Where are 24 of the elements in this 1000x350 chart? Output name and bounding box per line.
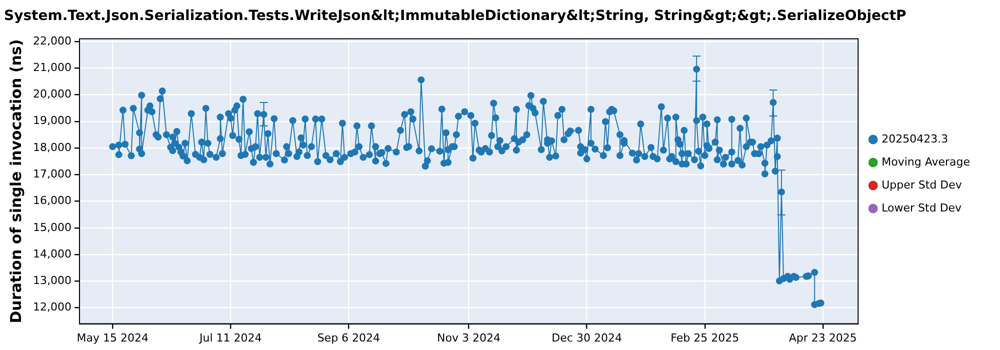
chart-title: System.Text.Json.Serialization.Tests.WriteJson&lt;ImmutableDictionary&lt;String, String&gt;&gt;.SerializeObjectP <box>4 8 906 24</box>
y-tick-label: 14,000 <box>32 247 72 260</box>
y-tick-label: 21,000 <box>32 60 72 74</box>
y-tick-label: 17,000 <box>32 168 72 180</box>
x-tick-label: Sep 6 2024 <box>317 331 380 344</box>
legend-label: Upper Std Dev <box>882 178 962 192</box>
x-tick-label: May 15 2024 <box>76 331 148 344</box>
x-tick-label: Nov 3 2024 <box>437 331 501 344</box>
y-tick-label: 20,000 <box>32 88 72 101</box>
y-tick-label: 12,000 <box>32 300 72 314</box>
legend-label: Lower Std Dev <box>882 201 962 214</box>
y-tick-label: 18,000 <box>32 140 72 154</box>
legend-label: Moving Average <box>882 155 970 168</box>
x-tick-label: Dec 30 2024 <box>552 331 622 344</box>
y-tick-label: 19,000 <box>32 114 72 128</box>
legend-label: 20250423.3 <box>882 132 948 146</box>
y-tick-label: 13,000 <box>32 274 72 288</box>
y-tick-label: 15,000 <box>32 220 72 234</box>
x-tick-label: Jul 11 2024 <box>198 331 262 344</box>
x-tick-label: Feb 25 2025 <box>670 331 740 344</box>
y-tick-label: 16,000 <box>32 194 72 208</box>
y-axis-title: Duration of single invocation (ns) <box>6 39 25 324</box>
x-tick-label: Apr 23 2025 <box>788 331 857 344</box>
y-tick-label: 22,000 <box>32 34 72 48</box>
